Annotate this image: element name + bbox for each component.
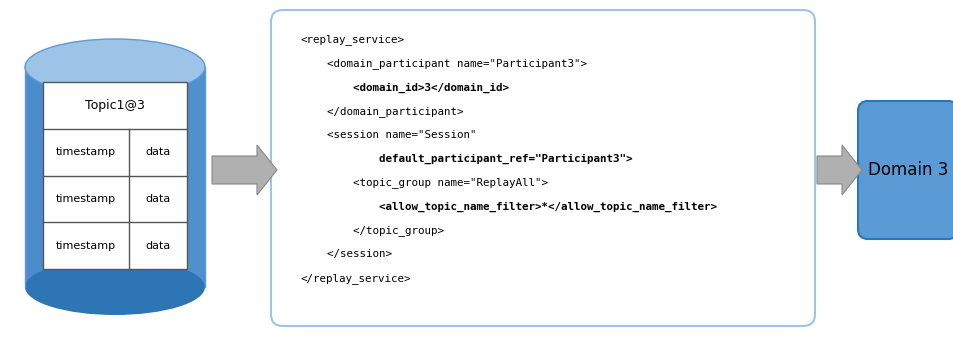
Text: default_participant_ref="Participant3">: default_participant_ref="Participant3"> xyxy=(301,154,632,164)
Text: data: data xyxy=(146,147,171,157)
Text: </topic_group>: </topic_group> xyxy=(301,225,443,236)
Polygon shape xyxy=(185,67,205,287)
Text: <replay_service>: <replay_service> xyxy=(301,35,405,45)
Text: data: data xyxy=(146,241,171,251)
FancyBboxPatch shape xyxy=(271,10,814,326)
Text: </session>: </session> xyxy=(301,250,392,259)
Text: </replay_service>: </replay_service> xyxy=(301,273,411,284)
Polygon shape xyxy=(25,67,53,287)
Text: <allow_topic_name_filter>*</allow_topic_name_filter>: <allow_topic_name_filter>*</allow_topic_… xyxy=(301,202,717,212)
Text: data: data xyxy=(146,194,171,204)
Text: <domain_id>3</domain_id>: <domain_id>3</domain_id> xyxy=(301,82,509,93)
FancyArrow shape xyxy=(816,145,862,195)
Text: <session name="Session": <session name="Session" xyxy=(301,130,476,140)
Text: timestamp: timestamp xyxy=(56,194,116,204)
Text: timestamp: timestamp xyxy=(56,241,116,251)
Text: Domain 3: Domain 3 xyxy=(867,161,947,179)
FancyBboxPatch shape xyxy=(857,101,953,239)
Ellipse shape xyxy=(25,259,205,315)
Text: <domain_participant name="Participant3">: <domain_participant name="Participant3"> xyxy=(301,58,586,69)
Text: timestamp: timestamp xyxy=(56,147,116,157)
Text: <topic_group name="ReplayAll">: <topic_group name="ReplayAll"> xyxy=(301,177,547,188)
FancyArrow shape xyxy=(212,145,276,195)
Ellipse shape xyxy=(25,39,205,95)
Text: Topic1@3: Topic1@3 xyxy=(85,99,145,112)
FancyBboxPatch shape xyxy=(43,82,187,269)
Polygon shape xyxy=(25,67,205,287)
Text: </domain_participant>: </domain_participant> xyxy=(301,106,463,117)
